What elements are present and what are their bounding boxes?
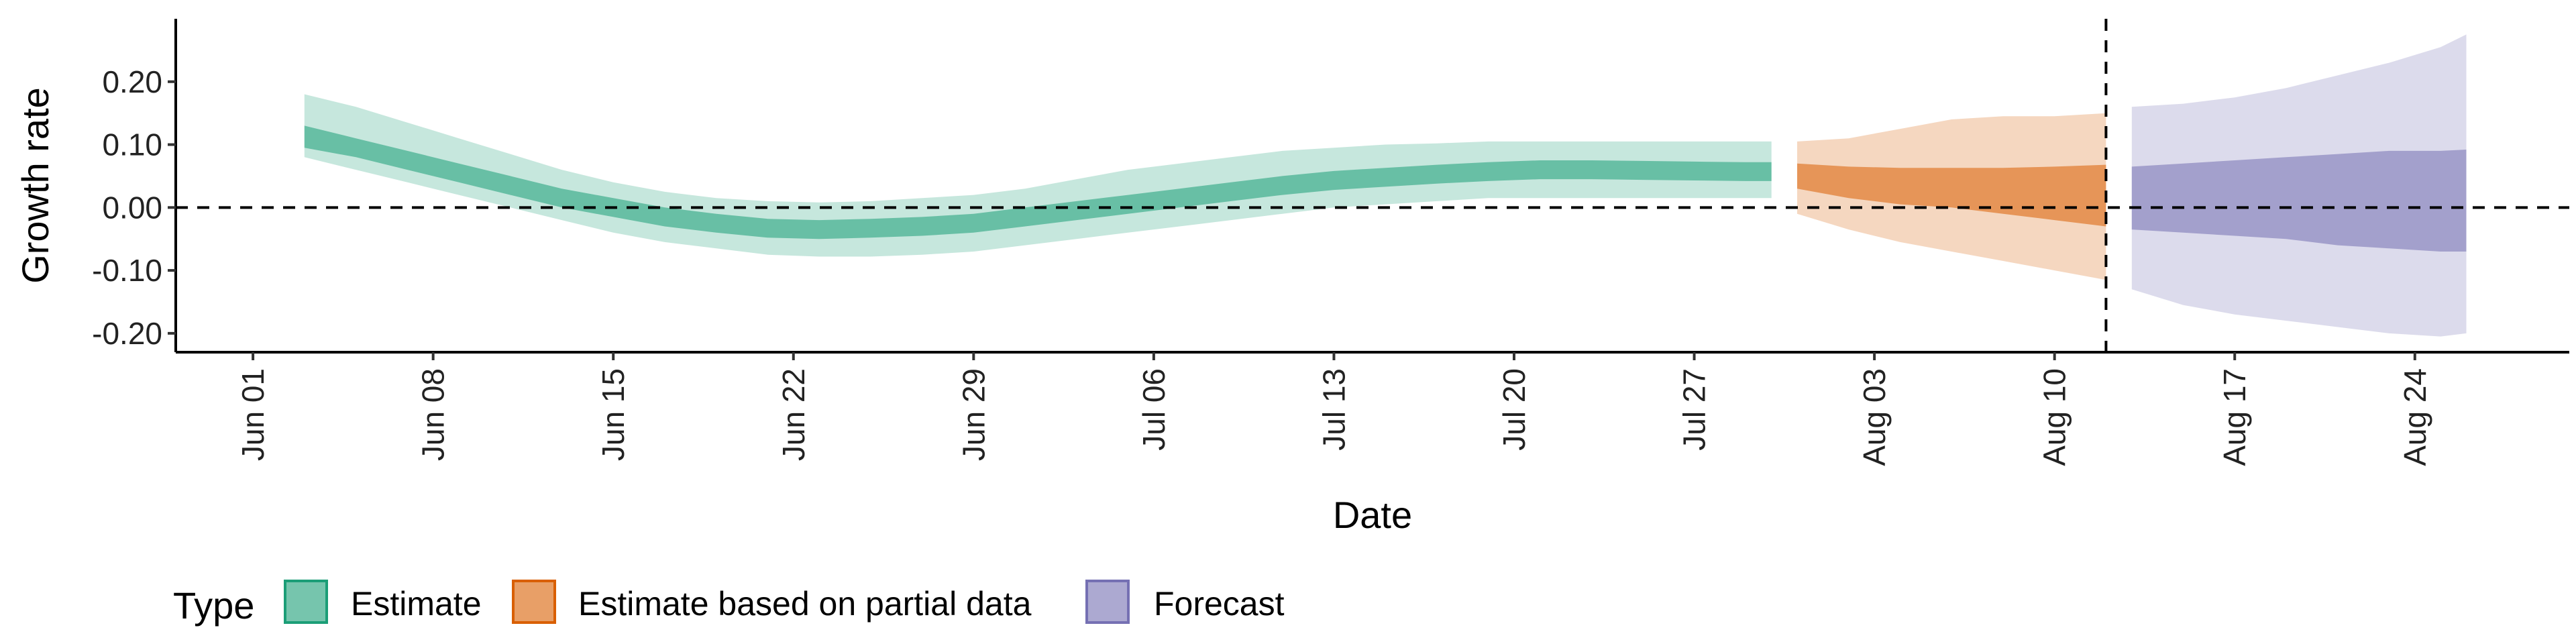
x-tick-label: Jun 29 [956, 368, 991, 461]
legend-key [1085, 580, 1130, 624]
x-tick-label: Aug 03 [1857, 368, 1892, 466]
x-tick-label: Jun 01 [235, 368, 270, 461]
ribbon-layer [304, 34, 2467, 337]
y-tick-label: 0.10 [102, 127, 162, 162]
legend-label: Forecast [1154, 585, 1285, 623]
axes: -0.20 -0.10 0.00 0.10 0.20 Jun 01 Jun 08 Jun 15… [92, 19, 2569, 466]
y-axis-title: Growth rate [14, 87, 56, 284]
x-tick-label: Aug 17 [2217, 368, 2252, 466]
x-tick-label: Aug 24 [2398, 368, 2432, 466]
x-tick-label: Jul 13 [1316, 368, 1351, 451]
legend-key [512, 580, 556, 624]
x-tick-label: Jun 08 [416, 368, 451, 461]
y-tick-label: 0.20 [102, 64, 162, 99]
x-tick-label: Jun 22 [776, 368, 811, 461]
estimate-inner-ribbon [304, 125, 1772, 239]
y-tick-label: -0.20 [92, 316, 162, 351]
legend-label: Estimate [351, 585, 482, 623]
legend-label: Estimate based on partial data [578, 585, 1032, 623]
y-tick-label: -0.10 [92, 253, 162, 288]
estimate-based-on-partial-data-inner-ribbon [1797, 163, 2106, 227]
x-tick-label: Jul 27 [1677, 368, 1712, 451]
y-tick-label: 0.00 [102, 190, 162, 225]
x-tick-label: Aug 10 [2037, 368, 2072, 466]
legend: Type Estimate Estimate based on partial da… [173, 580, 1285, 627]
x-tick-label: Jun 15 [596, 368, 631, 461]
legend-key [284, 580, 328, 624]
x-axis-title: Date [1333, 494, 1412, 536]
x-tick-label: Jul 06 [1136, 368, 1171, 451]
forecast-inner-ribbon [2131, 150, 2467, 252]
legend-title: Type [173, 584, 254, 627]
x-tick-label: Jul 20 [1497, 368, 1532, 451]
